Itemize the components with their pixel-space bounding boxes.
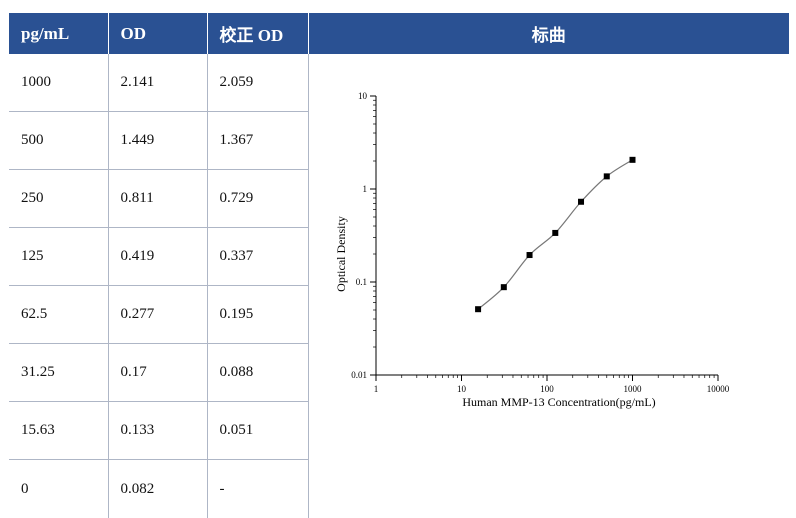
header-od: OD [108,13,207,54]
cell-corrected-od: 0.729 [207,170,308,228]
cell-concentration: 500 [9,112,108,170]
cell-concentration: 31.25 [9,344,108,402]
cell-concentration: 0 [9,460,108,518]
header-corrected-od: 校正 OD [207,13,308,54]
cell-od: 0.17 [108,344,207,402]
table-header-row: pg/mL OD 校正 OD 标曲 [9,13,789,54]
data-point [500,284,506,290]
y-axis-label: Optical Density [334,216,348,292]
x-tick-label: 10000 [706,384,729,394]
cell-corrected-od: - [207,460,308,518]
cell-od: 2.141 [108,54,207,112]
x-tick-label: 1000 [623,384,642,394]
y-tick-label: 0.01 [351,370,367,380]
cell-concentration: 250 [9,170,108,228]
standard-curve-chart: 1 10 100 1000 10000 0.01 0.1 1 10 Optical Densit… [309,54,790,470]
x-tick-label: 100 [540,384,554,394]
cell-od: 0.277 [108,286,207,344]
cell-concentration: 15.63 [9,402,108,460]
cell-od: 0.811 [108,170,207,228]
cell-concentration: 62.5 [9,286,108,344]
x-tick-label: 10 [457,384,467,394]
cell-corrected-od: 0.337 [207,228,308,286]
data-point [526,252,532,258]
cell-corrected-od: 0.088 [207,344,308,402]
cell-corrected-od: 0.195 [207,286,308,344]
cell-concentration: 125 [9,228,108,286]
header-standard-curve: 标曲 [308,13,789,54]
cell-corrected-od: 2.059 [207,54,308,112]
y-tick-label: 1 [362,184,367,194]
data-point [578,199,584,205]
cell-od: 0.082 [108,460,207,518]
data-point [475,306,481,312]
cell-corrected-od: 1.367 [207,112,308,170]
chart-cell: 1 10 100 1000 10000 0.01 0.1 1 10 Optical Densit… [308,54,789,518]
x-tick-label: 1 [373,384,378,394]
cell-concentration: 1000 [9,54,108,112]
cropped-heading [0,0,796,10]
cell-od: 1.449 [108,112,207,170]
header-concentration: pg/mL [9,13,108,54]
data-point [603,173,609,179]
data-point [552,230,558,236]
y-tick-label: 10 [358,91,368,101]
cell-od: 0.133 [108,402,207,460]
y-tick-label: 0.1 [355,277,366,287]
x-axis-label: Human MMP-13 Concentration(pg/mL) [462,395,655,409]
cell-corrected-od: 0.051 [207,402,308,460]
cell-od: 0.419 [108,228,207,286]
data-point [629,157,635,163]
